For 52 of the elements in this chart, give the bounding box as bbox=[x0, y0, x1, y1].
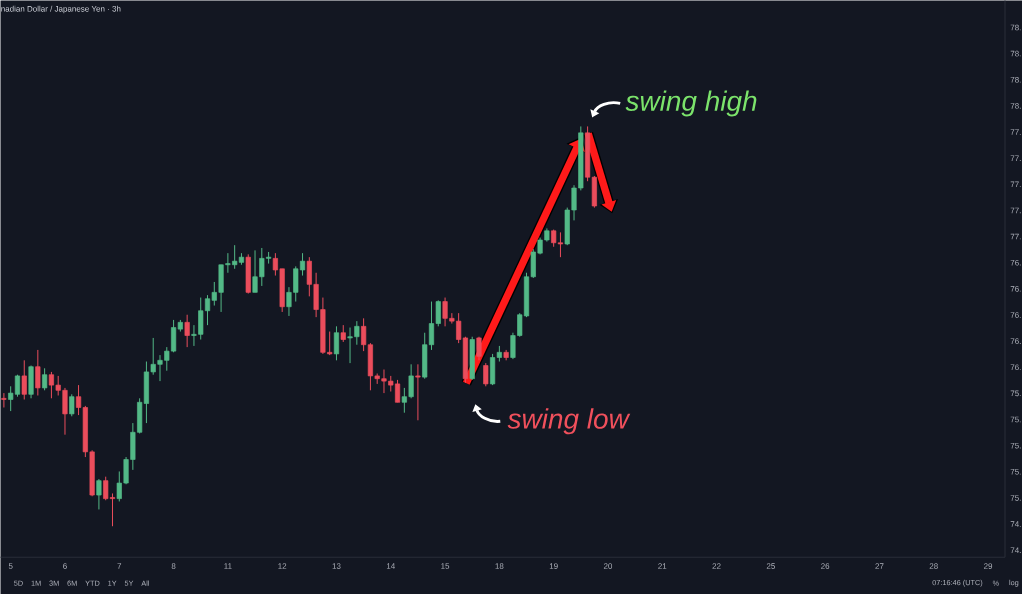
text: 78. bbox=[1010, 102, 1021, 109]
text: 75. bbox=[1010, 390, 1021, 397]
x-tick-label: 19 bbox=[549, 563, 558, 569]
x-tick-label: 14 bbox=[386, 563, 395, 569]
text: 77. bbox=[1010, 155, 1021, 161]
text: 78. bbox=[1010, 50, 1021, 57]
text: 77. bbox=[1010, 181, 1021, 187]
text: 75. bbox=[1010, 495, 1021, 501]
x-tick-label: 28 bbox=[929, 563, 938, 569]
text: 75. bbox=[1010, 468, 1021, 475]
text: 76. bbox=[1010, 285, 1021, 292]
text: 76. bbox=[1010, 338, 1021, 344]
candlestick bbox=[42, 367, 48, 391]
candlestick bbox=[333, 325, 340, 361]
text: swing high bbox=[625, 90, 757, 117]
annotation: swing low bbox=[507, 408, 631, 435]
x-tick-label: 29 bbox=[983, 563, 993, 569]
text: 78. bbox=[1010, 76, 1021, 83]
candlestick bbox=[184, 314, 190, 348]
candlestick bbox=[35, 349, 41, 396]
x-tick-label: 12 bbox=[278, 563, 287, 569]
candlestick bbox=[96, 478, 102, 510]
text: 77. bbox=[1010, 129, 1021, 135]
x-tick-label: 5 bbox=[8, 563, 13, 569]
x-tick-label: 8 bbox=[171, 563, 176, 569]
text: 74. bbox=[1010, 521, 1021, 527]
candlestick bbox=[483, 362, 489, 387]
x-tick-label: 15 bbox=[441, 563, 450, 569]
x-tick-label: 18 bbox=[495, 563, 504, 569]
x-tick-label: 6 bbox=[63, 563, 67, 569]
text: 77. bbox=[1010, 207, 1021, 214]
x-tick-label: 20 bbox=[603, 563, 613, 569]
x-tick-label: 13 bbox=[332, 563, 341, 569]
text: 76. bbox=[1010, 259, 1021, 266]
text: 75. bbox=[1010, 416, 1021, 423]
text: 78. bbox=[1010, 24, 1021, 31]
text: 76. bbox=[1010, 364, 1021, 370]
x-tick-label: 22 bbox=[712, 563, 721, 569]
candlestick bbox=[21, 359, 27, 400]
x-tick-label: 26 bbox=[821, 563, 830, 569]
candlestick bbox=[415, 363, 421, 421]
text: 74. bbox=[1010, 547, 1021, 553]
candlestick bbox=[69, 393, 75, 417]
x-tick-label: 11 bbox=[224, 563, 232, 569]
text: 75. bbox=[1010, 442, 1021, 449]
chart-title: nadian Dollar / Japanese Yen · 3h bbox=[1, 5, 121, 14]
x-tick-label: 21 bbox=[658, 563, 667, 569]
x-tick-label: 25 bbox=[766, 563, 775, 569]
text: 77. bbox=[1010, 233, 1021, 240]
x-tick-label: 27 bbox=[875, 563, 884, 569]
x-tick-label: 7 bbox=[117, 563, 122, 569]
text: 76. bbox=[1010, 312, 1021, 318]
